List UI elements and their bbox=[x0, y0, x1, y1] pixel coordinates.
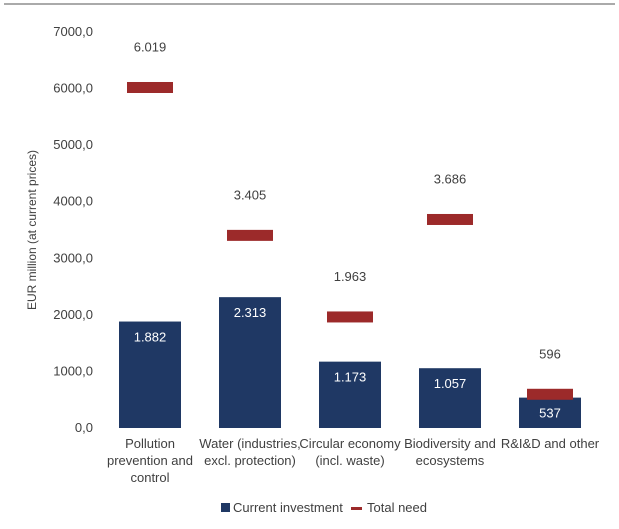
current-investment-value-label: 1.173 bbox=[334, 370, 367, 385]
total-need-value-label: 1.963 bbox=[334, 269, 367, 284]
current-investment-value-label: 537 bbox=[539, 406, 561, 421]
current-investment-value-label: 2.313 bbox=[234, 305, 267, 320]
legend-label-current-investment: Current investment bbox=[233, 500, 343, 515]
current-investment-value-label: 1.882 bbox=[134, 330, 167, 345]
category-label: control bbox=[130, 470, 169, 485]
y-tick-label: 6000,0 bbox=[53, 81, 93, 96]
total-need-marker bbox=[227, 229, 273, 241]
category-label: Water (industries, bbox=[199, 436, 300, 451]
current-investment-bar bbox=[419, 368, 481, 428]
legend-swatch-current-investment bbox=[221, 503, 230, 512]
current-investment-bar bbox=[119, 321, 181, 428]
total-need-marker bbox=[327, 311, 373, 323]
y-tick-label: 0,0 bbox=[75, 420, 93, 435]
total-need-value-label: 6.019 bbox=[134, 39, 167, 54]
y-tick-label: 7000,0 bbox=[53, 24, 93, 39]
legend-label-total-need: Total need bbox=[367, 500, 427, 515]
y-tick-label: 4000,0 bbox=[53, 194, 93, 209]
category-label: Pollution bbox=[125, 436, 175, 451]
y-tick-label: 1000,0 bbox=[53, 363, 93, 378]
category-label: Biodiversity and bbox=[404, 436, 496, 451]
legend-swatch-total-need bbox=[351, 507, 362, 510]
category-label: excl. protection) bbox=[204, 453, 296, 468]
y-tick-label: 2000,0 bbox=[53, 307, 93, 322]
total-need-marker bbox=[527, 388, 573, 400]
y-axis-title: EUR million (at current prices) bbox=[25, 150, 39, 310]
category-label: ecosystems bbox=[416, 453, 485, 468]
y-tick-label: 3000,0 bbox=[53, 250, 93, 265]
category-label: prevention and bbox=[107, 453, 193, 468]
total-need-marker bbox=[127, 81, 173, 93]
current-investment-bar bbox=[219, 297, 281, 428]
total-need-value-label: 3.686 bbox=[434, 171, 467, 186]
current-investment-bar bbox=[519, 397, 581, 428]
total-need-value-label: 596 bbox=[539, 346, 561, 361]
total-need-value-label: 3.405 bbox=[234, 187, 267, 202]
category-label: (incl. waste) bbox=[315, 453, 384, 468]
category-label: Circular economy bbox=[299, 436, 401, 451]
current-investment-bar bbox=[319, 361, 381, 428]
current-investment-value-label: 1.057 bbox=[434, 376, 467, 391]
category-label: R&I&D and other bbox=[501, 436, 600, 451]
y-tick-label: 5000,0 bbox=[53, 137, 93, 152]
total-need-marker bbox=[427, 213, 473, 225]
